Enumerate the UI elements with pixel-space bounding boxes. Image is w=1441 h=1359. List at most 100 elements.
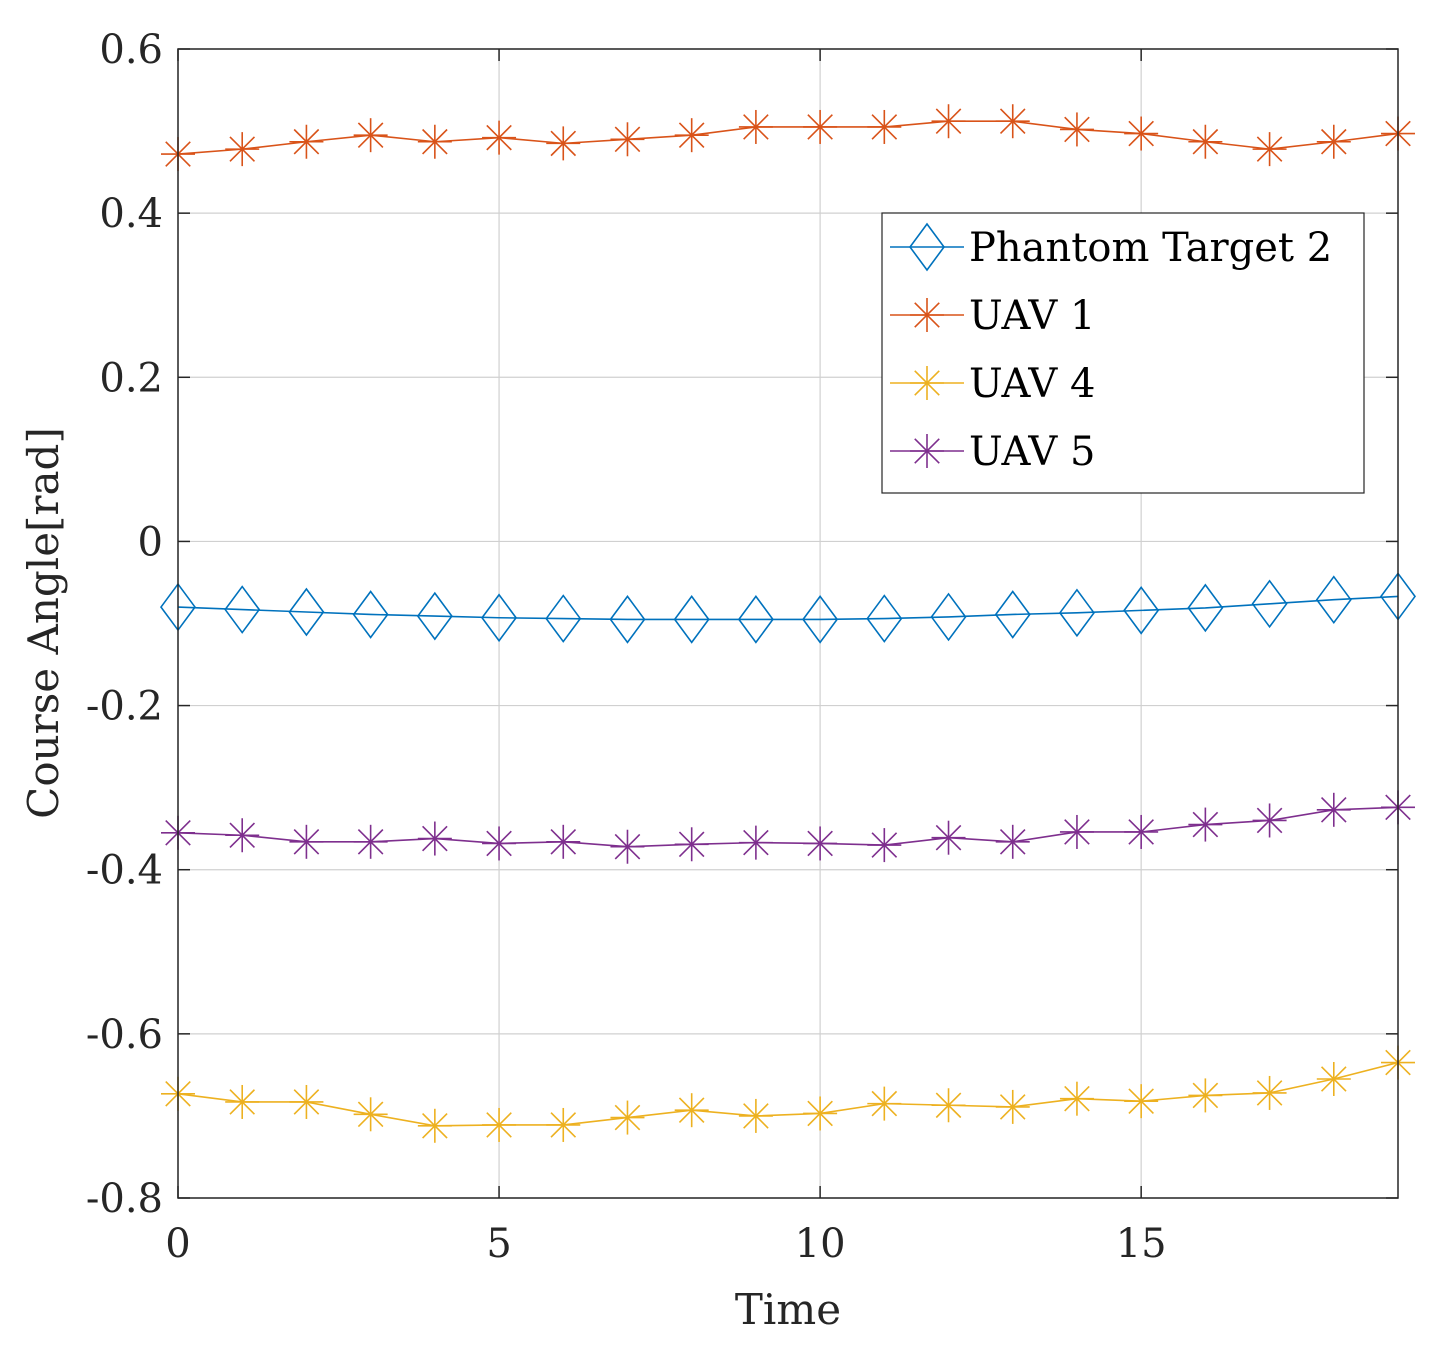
data-point-uav-1 [738,109,773,144]
data-point-uav-1 [1188,124,1223,159]
diamond-marker-shape [673,595,710,644]
data-point-uav-4 [867,1086,902,1121]
series-layer [160,104,1416,1143]
legend-label: UAV 4 [969,361,1095,407]
diamond-marker-shape [545,594,582,643]
y-tick-label: -0.2 [86,684,163,730]
data-point-uav-4 [931,1088,966,1123]
legend-label: Phantom Target 2 [969,225,1332,271]
diamond-marker-shape [481,593,518,643]
data-point-uav-4 [353,1097,388,1132]
star-marker-stroke [293,829,320,855]
y-tick-label: 0.6 [99,27,163,73]
data-point-uav-5 [674,827,709,862]
star-marker-stroke [229,136,256,162]
data-point-uav-1 [546,126,581,161]
data-point-uav-1 [931,104,966,139]
y-tick-label: 0 [138,519,163,565]
star-marker-stroke [1256,807,1283,834]
data-point-phantom-target-2 [481,593,518,643]
star-marker-stroke [871,114,898,140]
data-point-uav-4 [417,1108,452,1143]
star-marker-stroke [1192,811,1219,838]
star-marker-stroke [1128,120,1154,147]
star-marker-stroke [1064,116,1090,143]
legend-item-uav-1: UAV 1 [890,293,1095,339]
diamond-marker-shape [802,595,839,644]
diamond-marker-shape [866,594,903,643]
data-point-uav-5 [803,826,838,861]
diamond-marker-shape [994,590,1031,639]
data-point-uav-5 [546,824,581,859]
star-marker-stroke [807,114,833,140]
plot-frame [177,48,1399,1199]
diamond-marker-shape [224,585,261,634]
data-point-uav-1 [1316,124,1351,159]
diamond-marker-shape [737,595,774,644]
series-line-uav-4 [177,1061,1399,1127]
y-tick-label: -0.6 [86,1012,163,1058]
data-point-phantom-target-2 [673,595,710,644]
star-marker-stroke [678,1097,705,1123]
diamond-marker-shape [609,595,646,644]
data-point-uav-4 [1316,1061,1351,1096]
x-tick-label: 0 [165,1221,190,1267]
legend-item-phantom-target-2: Phantom Target 2 [890,222,1332,272]
star-marker-stroke [914,438,940,464]
diamond-marker-shape [930,592,967,642]
series-line-phantom-target-2 [177,595,1399,621]
data-point-uav-1 [610,122,645,157]
data-point-uav-5 [1124,814,1159,849]
data-point-uav-4 [1188,1078,1223,1113]
data-point-phantom-target-2 [1315,575,1352,625]
diamond-marker-shape [1251,579,1288,629]
star-marker-stroke [871,832,898,858]
star-marker-stroke [999,829,1026,855]
star-marker-stroke [678,831,705,858]
data-point-phantom-target-2 [1123,586,1160,635]
data-point-uav-1 [995,104,1030,139]
data-point-uav-1 [225,132,260,167]
data-point-uav-4 [1252,1075,1287,1110]
star-marker-stroke [914,302,940,328]
legend-item-uav-4: UAV 4 [890,361,1095,407]
star-marker-stroke [743,114,769,140]
star-marker-stroke [935,108,962,135]
data-point-uav-1 [1252,132,1287,167]
data-point-uav-4 [803,1096,838,1131]
star-marker-stroke [743,829,769,856]
star-marker-stroke [914,370,940,396]
data-point-uav-4 [482,1107,517,1142]
series-uav-4 [161,1045,1415,1143]
legend-marker [910,298,944,332]
data-point-uav-5 [931,820,966,855]
diamond-marker-shape [909,222,945,272]
diamond-marker-shape [288,587,325,637]
star-marker-stroke [1256,136,1283,162]
star-marker-stroke [807,830,833,857]
tick-marks [177,48,1398,1199]
star-marker-stroke [1064,1085,1090,1112]
data-point-phantom-target-2 [352,590,389,639]
data-point-uav-4 [289,1084,324,1119]
star-marker-stroke [550,829,577,855]
data-point-uav-1 [353,118,388,153]
legend-box [881,212,1365,494]
star-marker-stroke [614,1104,641,1131]
data-point-phantom-target-2 [1058,588,1095,638]
star-marker-stroke [293,128,320,155]
data-point-uav-5 [289,824,324,859]
legend-marker [909,222,945,272]
star-marker-stroke [1192,128,1219,155]
data-point-phantom-target-2 [930,592,967,642]
data-point-uav-4 [995,1089,1030,1124]
data-point-phantom-target-2 [866,594,903,643]
star-marker-stroke [999,1094,1026,1120]
star-marker-stroke [678,122,705,148]
data-point-phantom-target-2 [545,594,582,643]
y-tick-label: -0.4 [86,848,163,894]
data-point-phantom-target-2 [1251,579,1288,629]
data-point-phantom-target-2 [802,595,839,644]
data-point-uav-4 [610,1100,645,1135]
legend-item-uav-5: UAV 5 [890,429,1095,475]
